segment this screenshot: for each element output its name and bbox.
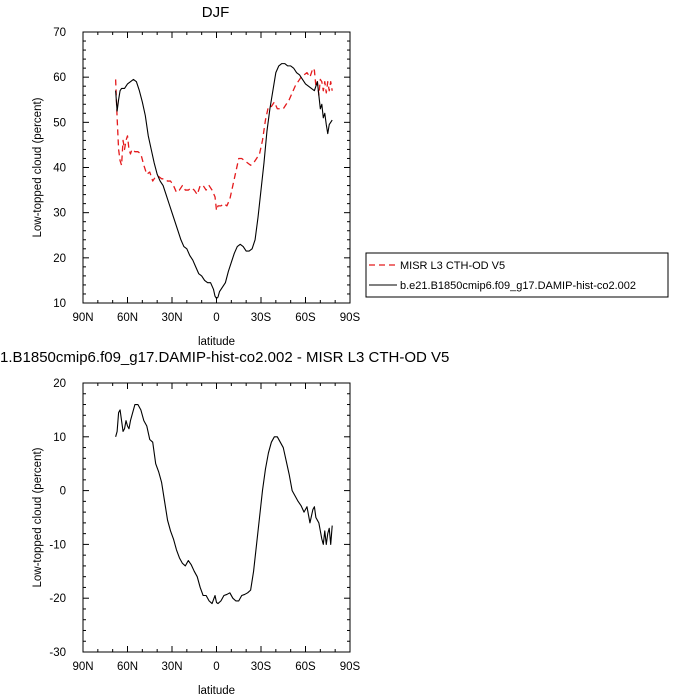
bottom-panel-ytick-label: -10 bbox=[49, 539, 66, 551]
bottom-panel-ytick-label: 0 bbox=[60, 486, 66, 498]
top-panel-ytick-label: 70 bbox=[53, 27, 66, 39]
bottom-panel-ylabel: Low-topped cloud (percent) bbox=[32, 447, 44, 587]
legend: MISR L3 CTH-OD V5 b.e21.B1850cmip6.f09_g… bbox=[365, 252, 669, 298]
bottom-panel-series-line-main bbox=[115, 403, 333, 605]
top-panel-xtick-label: 30S bbox=[251, 312, 272, 324]
top-panel-xtick-label: 90N bbox=[72, 312, 93, 324]
top-panel-ytick-label: 30 bbox=[53, 208, 66, 220]
top-panel-title: DJF bbox=[202, 4, 230, 21]
bottom-panel-title: 1.B1850cmip6.f09_g17.DAMIP-hist-co2.002 … bbox=[0, 349, 449, 366]
bottom-panel-ytick-label: 20 bbox=[53, 378, 66, 390]
bottom-panel-xtick-label: 90S bbox=[340, 661, 361, 673]
top-panel-xtick-label: 60S bbox=[295, 312, 316, 324]
bottom-panel-xtick-label: 60N bbox=[117, 661, 138, 673]
legend-label-misr: MISR L3 CTH-OD V5 bbox=[400, 260, 505, 272]
top-panel-ytick-label: 60 bbox=[53, 72, 66, 84]
bottom-panel-ytick-label: -30 bbox=[49, 647, 66, 659]
top-panel-xtick-label: 0 bbox=[213, 312, 219, 324]
top-panel-ytick-label: 50 bbox=[53, 117, 66, 129]
bottom-panel-xtick-label: 90N bbox=[72, 661, 93, 673]
bottom-panel: 1.B1850cmip6.f09_g17.DAMIP-hist-co2.002 … bbox=[0, 349, 449, 697]
bottom-panel-ytick-label: 10 bbox=[53, 432, 66, 444]
top-panel-series-line-model bbox=[115, 63, 333, 300]
top-panel-ytick-label: 40 bbox=[53, 163, 66, 175]
top-panel-ytick-label: 10 bbox=[53, 298, 66, 310]
top-panel-ylabel: Low-topped cloud (percent) bbox=[32, 97, 44, 237]
top-panel-xlabel: latitude bbox=[198, 336, 235, 348]
top-panel-xtick-label: 30N bbox=[161, 312, 182, 324]
bottom-panel-xtick-label: 0 bbox=[213, 661, 219, 673]
top-panel-xtick-label: 90S bbox=[340, 312, 361, 324]
top-panel-ytick-label: 20 bbox=[53, 253, 66, 265]
bottom-panel-xtick-label: 60S bbox=[295, 661, 316, 673]
legend-box bbox=[365, 252, 669, 298]
legend-label-model: b.e21.B1850cmip6.f09_g17.DAMIP-hist-co2.… bbox=[400, 280, 636, 292]
bottom-panel-xlabel: latitude bbox=[198, 685, 235, 697]
top-panel-frame bbox=[82, 31, 351, 304]
top-panel: DJF 90N 60N 30N 0 30S 60S 90S 10 20 30 40 50 60 70 Lo… bbox=[32, 4, 361, 348]
bottom-panel-xtick-label: 30S bbox=[251, 661, 272, 673]
bottom-panel-xtick-label: 30N bbox=[161, 661, 182, 673]
top-panel-series-line-misr bbox=[114, 67, 333, 212]
bottom-panel-ytick-label: -20 bbox=[49, 593, 66, 605]
top-panel-xtick-label: 60N bbox=[117, 312, 138, 324]
bottom-panel-frame bbox=[82, 382, 351, 653]
